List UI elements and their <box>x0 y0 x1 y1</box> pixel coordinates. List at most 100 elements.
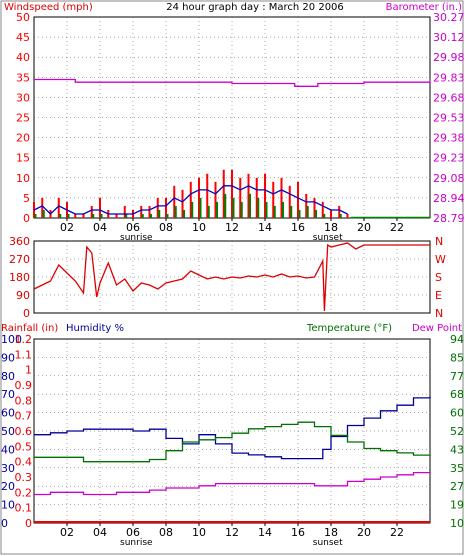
barometer-axis-title: Barometer (in.) <box>386 2 462 13</box>
temperature-tick-label: 35 <box>450 462 464 475</box>
humidity-panel-sunrise-label: sunrise <box>120 538 153 548</box>
wind-panel-xtick-label: 08 <box>159 221 173 234</box>
temperature-tick-label: 77 <box>450 370 464 383</box>
windspeed-tick-label: 0 <box>23 212 30 225</box>
humidity-tick-label: 50 <box>1 425 15 438</box>
rainfall-tick-label: 0.2 <box>15 486 33 499</box>
humidity-panel-xtick-label: 02 <box>60 526 74 539</box>
rainfall-tick-label: 0.7 <box>15 410 33 423</box>
humidity-panel-xtick-label: 04 <box>93 526 107 539</box>
rainfall-tick-label: 0.6 <box>15 425 33 438</box>
direction-tick-label: 360 <box>9 235 30 248</box>
rainfall-tick-label: 0.9 <box>15 379 33 392</box>
humidity-panel-xtick-label: 14 <box>258 526 272 539</box>
compass-label: E <box>435 289 442 302</box>
rainfall-tick-label: 0.3 <box>15 471 33 484</box>
barometer-tick-label: 29.98 <box>433 51 465 64</box>
wind-direction-line <box>33 242 430 312</box>
barometer-tick-label: 29.68 <box>433 91 465 104</box>
windspeed-tick-label: 5 <box>23 192 30 205</box>
barometer-tick-label: 30.27 <box>433 11 465 24</box>
humidity-tick-label: 70 <box>1 388 15 401</box>
windspeed-tick-label: 25 <box>16 112 30 125</box>
wind-panel-xtick-label: 18 <box>324 221 338 234</box>
wind-panel-xtick-label: 06 <box>126 221 140 234</box>
wind-panel-xtick-label: 02 <box>60 221 74 234</box>
barometer-tick-label: 28.79 <box>433 212 465 225</box>
rainfall-tick-label: 0 <box>25 517 32 530</box>
humidity-panel-xtick-label: 22 <box>390 526 404 539</box>
wind-panel-xtick-label: 20 <box>357 221 371 234</box>
rainfall-tick-label: 0.4 <box>15 456 33 469</box>
humidity-panel-xtick-label: 12 <box>225 526 239 539</box>
rainfall-tick-label: 0.5 <box>15 440 33 453</box>
humidity-tick-label: 90 <box>1 351 15 364</box>
humidity-tick-label: 80 <box>1 370 15 383</box>
barometer-line <box>34 78 431 87</box>
compass-label: N <box>435 235 443 248</box>
windspeed-axis-title: Windspeed (mph) <box>4 2 93 13</box>
wind-panel-xtick-label: 14 <box>258 221 272 234</box>
temperature-tick-label: 10 <box>450 517 464 530</box>
humidity-tick-label: 100 <box>1 333 22 346</box>
rainfall-tick-label: 0.1 <box>15 502 33 515</box>
direction-tick-label: 180 <box>9 271 30 284</box>
humidity-panel-sunset-label: sunset <box>313 538 343 548</box>
windspeed-tick-label: 10 <box>16 172 30 185</box>
humidity-tick-label: 30 <box>1 462 15 475</box>
graph-title: 24 hour graph day : March 20 2006 <box>166 2 344 13</box>
temperature-tick-label: 52 <box>450 425 464 438</box>
humidity-panel-xtick-label: 18 <box>324 526 338 539</box>
temperature-tick-label: 85 <box>450 351 464 364</box>
humidity-line <box>34 396 431 460</box>
wind-panel-sunset-label: sunset <box>313 233 343 243</box>
temperature-tick-label: 94 <box>450 333 464 346</box>
temperature-tick-label: 19 <box>450 499 464 512</box>
direction-tick-label: 270 <box>9 253 30 266</box>
rainfall-tick-label: 1 <box>25 364 32 377</box>
direction-tick-label: 90 <box>16 289 30 302</box>
barometer-tick-label: 29.38 <box>433 132 465 145</box>
humidity-tick-label: 40 <box>1 443 15 456</box>
rainfall-tick-label: 0.8 <box>15 394 33 407</box>
humidity-axis-title: Humidity % <box>66 323 124 334</box>
wind-panel-xtick-label: 16 <box>291 221 305 234</box>
wind-panel-xtick-label: 12 <box>225 221 239 234</box>
windspeed-tick-label: 30 <box>16 91 30 104</box>
humidity-tick-label: 20 <box>1 480 15 493</box>
wind-average-line <box>33 185 348 215</box>
humidity-panel-xtick-label: 08 <box>159 526 173 539</box>
humidity-temperature-panel: 0 10 20 30 40 50 60 70 80 90 100 0 0.1 0.2 0.3 0.4 0.5 0.… <box>1 333 464 548</box>
barometer-tick-label: 30.12 <box>433 31 465 44</box>
humidity-tick-label: 60 <box>1 407 15 420</box>
wind-panel-xtick-label: 22 <box>390 221 404 234</box>
windspeed-tick-label: 15 <box>16 152 30 165</box>
windspeed-tick-label: 35 <box>16 71 30 84</box>
humidity-panel-xtick-label: 20 <box>357 526 371 539</box>
rainfall-tick-label: 1.2 <box>15 333 33 346</box>
humidity-tick-label: 10 <box>1 499 15 512</box>
compass-label: N <box>435 307 443 320</box>
wind-panel-xtick-label: 04 <box>93 221 107 234</box>
barometer-tick-label: 28.94 <box>433 192 465 205</box>
humidity-panel-xtick-label: 16 <box>291 526 305 539</box>
wind-barometer-panel: 0 5 10 15 20 25 30 35 40 45 50 28.79 28.94 29.08 29.23… <box>16 11 465 243</box>
dew-point-line <box>34 471 430 496</box>
temperature-axis-title: Temperature (°F) <box>306 323 392 334</box>
barometer-tick-label: 29.23 <box>433 152 465 165</box>
rainfall-tick-label: 1.1 <box>15 348 33 361</box>
temperature-tick-label: 27 <box>450 480 464 493</box>
barometer-tick-label: 29.53 <box>433 112 465 125</box>
barometer-tick-label: 29.83 <box>433 71 465 84</box>
wind-panel-sunrise-label: sunrise <box>120 233 153 243</box>
temperature-line <box>34 421 430 463</box>
humidity-tick-label: 0 <box>1 517 8 530</box>
direction-tick-label: 0 <box>23 307 30 320</box>
windspeed-tick-label: 40 <box>16 51 30 64</box>
humidity-panel-xtick-label: 06 <box>126 526 140 539</box>
wind-panel-xtick-label: 10 <box>192 221 206 234</box>
temperature-tick-label: 68 <box>450 388 464 401</box>
